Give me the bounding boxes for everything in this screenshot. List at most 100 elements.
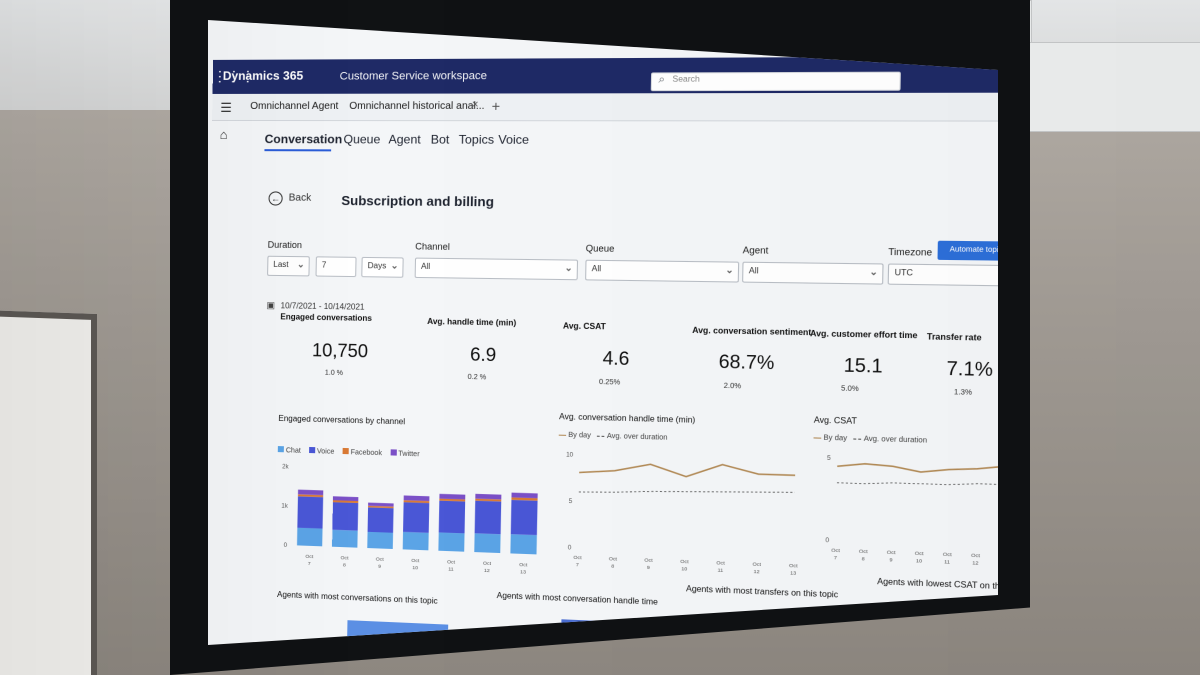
tick-label: 8 [611,563,614,569]
tick-label: 11 [944,559,950,566]
legend-swatch-twitter [390,449,396,455]
kpi-title: Transfer rate [927,332,982,343]
tick-label: Oct [789,563,798,570]
tick-label: Oct [447,559,456,565]
bar-segment [511,500,538,535]
tick-label: 1k [281,504,288,510]
queue-select[interactable]: All ⌄ [585,260,739,283]
tick-label: Oct [971,553,981,560]
timezone-label: Timezone [888,247,932,258]
kpi-value: 4.6 [602,348,629,370]
legend-avg: Avg. over duration [864,436,928,445]
tab-voice[interactable]: Voice [498,132,529,146]
tick-label: 8 [862,556,865,562]
legend-swatch-facebook [342,448,348,454]
series-line [579,485,795,498]
tick-label: 13 [520,569,526,575]
series-line [837,461,998,474]
projected-screen: ⋮⋮⋮ Dynamics 365 Customer Service worksp… [208,20,998,645]
home-icon[interactable]: ⌂ [220,127,228,142]
csat-chart-legend: By day Avg. over duration [813,434,927,444]
legend-avg: Avg. over duration [607,433,668,442]
bar-segment [297,528,323,547]
tick-label: Oct [752,561,761,568]
tick-label: 12 [754,569,760,576]
add-tab-icon[interactable]: + [491,98,500,114]
timezone-select[interactable]: UTC⌄ [888,263,998,286]
hamburger-icon[interactable]: ☰ [220,100,232,116]
tick-label: 0 [825,538,830,544]
chevron-down-icon: ⌄ [725,265,733,277]
tick-label: Oct [411,558,420,564]
tab-agent[interactable]: Agent [388,132,421,146]
tick-label: Oct [943,552,953,559]
bar-segment [298,490,323,496]
bar-segment [403,502,429,533]
bar-segment [475,494,501,500]
legend-swatch-chat [278,446,284,452]
days-select[interactable]: Days ⌄ [361,257,403,278]
tick-label: 10 [681,566,687,573]
handle-time-chart-title: Avg. conversation handle time (min) [559,412,695,425]
agent-select[interactable]: All ⌄ [742,262,884,285]
back-label: Back [289,193,312,204]
kpi-title: Avg. customer effort time [810,329,918,340]
kpi-value: 15.1 [843,355,882,378]
kpi-title: Avg. conversation sentiment [692,326,811,338]
kpi-title: Engaged conversations [280,312,372,323]
legend-line-icon [559,434,566,435]
csat-chart-title: Avg. CSAT [814,415,857,426]
tab-queue[interactable]: Queue [343,132,380,146]
tick-label: 0 [284,543,288,549]
bar-segment [510,534,537,554]
dynamics-dashboard: ⋮⋮⋮ Dynamics 365 Customer Service worksp… [208,20,998,645]
bottom-section-title: Agents with most transfers on this topic [686,584,838,600]
whiteboard [0,310,97,675]
tab-historical-analytics[interactable]: Omnichannel historical anal... [349,101,484,112]
tick-label: Oct [609,556,618,563]
bottom-section-title: Agents with most conversation handle tim… [497,591,658,607]
bar-segment [332,530,358,548]
handle-time-chart-legend: By day Avg. over duration [559,432,668,442]
chevron-down-icon: ⌄ [391,260,399,271]
tick-label: Oct [340,555,349,561]
bar-segment [439,501,465,534]
tick-label: 7 [308,561,311,567]
tick-label: 9 [647,565,650,571]
duration-label: Duration [268,240,302,250]
bar-segment [297,496,323,528]
legend-chat: Chat [286,447,301,454]
back-arrow-icon: ← [268,191,282,205]
tick-label: Oct [716,560,725,567]
search-box[interactable]: ⌕ Search [651,72,901,92]
close-icon[interactable]: × [472,99,479,111]
queue-value: All [592,264,602,273]
tick-label: 7 [576,562,579,568]
tick-label: 11 [448,566,454,572]
tab-bot[interactable]: Bot [431,132,450,146]
tab-conversation[interactable]: Conversation [265,132,343,146]
tick-label: Oct [644,557,653,564]
kpi-title: Avg. CSAT [563,321,606,331]
kpi-delta: 1.0 % [325,370,343,377]
tick-label: Oct [915,551,925,558]
channel-value: All [421,262,430,271]
kpi-delta: 0.25% [599,379,620,387]
tab-omnichannel-agent[interactable]: Omnichannel Agent [250,101,338,112]
kpi-value: 6.9 [470,344,497,366]
channel-select[interactable]: All ⌄ [415,258,578,281]
days-count-field[interactable]: 7 [316,256,357,277]
agent-label: Agent [743,245,769,256]
legend-voice: Voice [317,448,335,456]
tab-topics[interactable]: Topics [459,132,495,146]
last-select[interactable]: Last ⌄ [267,256,310,277]
legend-line-icon [814,437,822,438]
automate-topic-button[interactable]: Automate topic [937,241,998,261]
kpi-delta: 2.0% [724,383,742,391]
series-line [579,460,795,480]
bar-segment [474,533,500,553]
bar-segment [368,507,394,532]
legend-twitter: Twitter [398,451,419,459]
legend-by-day: By day [823,435,847,443]
tick-label: 10 [412,565,418,571]
